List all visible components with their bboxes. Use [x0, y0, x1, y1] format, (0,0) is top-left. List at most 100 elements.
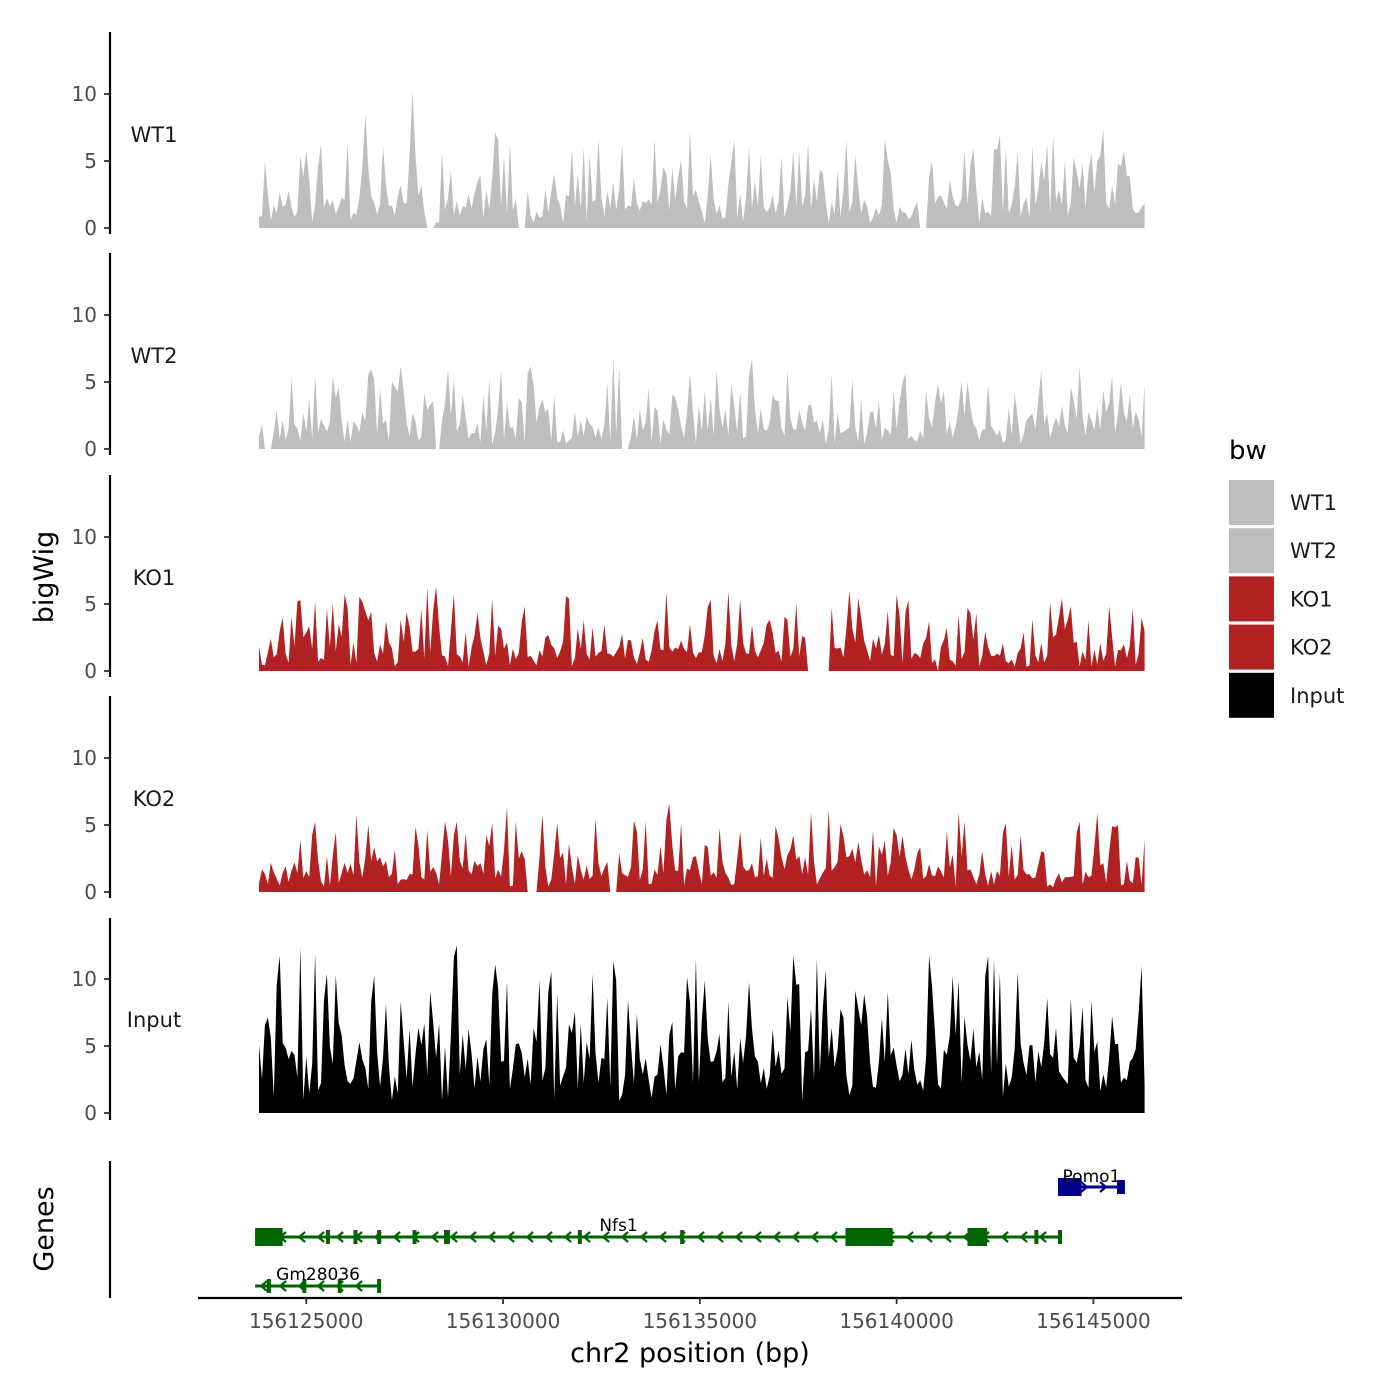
gene-exon — [266, 1279, 271, 1293]
signal-area-input — [259, 945, 1145, 1113]
strand-chevron — [1038, 1231, 1047, 1243]
strand-chevron — [1099, 1181, 1108, 1193]
x-axis-title: chr2 position (bp) — [570, 1338, 810, 1369]
legend-swatch — [1229, 624, 1274, 670]
legend: WT1 WT2 KO1 KO2 Input — [1229, 480, 1344, 718]
gene-exon — [1117, 1180, 1125, 1194]
y-tick-label: 5 — [84, 813, 97, 837]
y-axis-title-bigwig: bigWig — [29, 531, 60, 624]
strand-chevron — [544, 1231, 553, 1243]
gene-exon — [680, 1230, 685, 1244]
gene-exon — [444, 1230, 450, 1244]
signal-area-ko1 — [259, 586, 1145, 671]
gene-annotation-track: Pomo1 Nfs1 Gm28036 — [108, 1161, 1125, 1298]
legend-swatch — [1229, 672, 1274, 718]
strand-chevron — [696, 1231, 705, 1243]
y-tick-label: 0 — [84, 659, 97, 683]
gene-nfs1: Nfs1 — [255, 1216, 1062, 1246]
strand-chevron — [392, 1231, 401, 1243]
strand-chevron — [620, 1231, 629, 1243]
track-label-wt1: WT1 — [131, 123, 178, 147]
gene-exon — [255, 1228, 283, 1246]
legend-label: KO2 — [1290, 636, 1333, 660]
y-axis-title-genes: Genes — [29, 1186, 60, 1271]
y-tick-label: 5 — [84, 1034, 97, 1058]
gene-exon — [967, 1228, 988, 1246]
gene-exon — [1057, 1230, 1062, 1244]
gene-exon — [377, 1279, 382, 1293]
track-label-ko1: KO1 — [133, 566, 176, 590]
strand-chevron — [924, 1231, 933, 1243]
y-tick-label: 0 — [84, 880, 97, 904]
y-tick-label: 10 — [72, 303, 97, 327]
strand-chevron — [753, 1231, 762, 1243]
legend-label: WT2 — [1290, 539, 1337, 563]
gene-exon — [302, 1279, 307, 1293]
track-wt2: 0 5 10 WT2 — [72, 253, 1145, 461]
y-tick-label: 10 — [72, 525, 97, 549]
track-ko2: 0 5 10 KO2 — [72, 696, 1145, 904]
strand-chevron — [487, 1231, 496, 1243]
strand-chevron — [601, 1231, 610, 1243]
gene-gm28036: Gm28036 — [255, 1265, 382, 1293]
x-axis: 156125000 156130000 156135000 156140000 1561… — [198, 1296, 1182, 1333]
strand-chevron — [658, 1231, 667, 1243]
legend-swatch — [1229, 528, 1274, 574]
y-tick-label: 10 — [72, 967, 97, 991]
track-label-wt2: WT2 — [131, 344, 178, 368]
strand-chevron — [525, 1231, 534, 1243]
y-tick-label: 5 — [84, 592, 97, 616]
x-tick-label: 156145000 — [1036, 1309, 1151, 1333]
strand-chevron — [810, 1231, 819, 1243]
gene-exon — [577, 1230, 582, 1244]
legend-label: WT1 — [1290, 491, 1337, 515]
strand-chevron — [335, 1231, 344, 1243]
gene-pomo1: Pomo1 — [1057, 1167, 1125, 1196]
gene-exon — [377, 1230, 382, 1244]
gene-exon — [337, 1279, 342, 1293]
strand-chevron — [829, 1231, 838, 1243]
gene-label: Nfs1 — [599, 1216, 637, 1236]
y-tick-label: 0 — [84, 1101, 97, 1125]
strand-chevron — [1019, 1231, 1028, 1243]
y-tick-label: 0 — [84, 437, 97, 461]
y-tick-label: 10 — [72, 82, 97, 106]
gene-exon — [1034, 1230, 1039, 1244]
legend-swatch — [1229, 576, 1274, 622]
strand-chevron — [582, 1231, 591, 1243]
legend-label: Input — [1290, 684, 1344, 708]
x-tick-label: 156135000 — [643, 1309, 758, 1333]
gene-label: Pomo1 — [1063, 1167, 1121, 1187]
gene-exon — [353, 1230, 358, 1244]
strand-chevron — [259, 1280, 268, 1292]
strand-chevron — [639, 1231, 648, 1243]
signal-area-ko2 — [259, 803, 1145, 892]
x-tick-label: 156130000 — [446, 1309, 561, 1333]
strand-chevron — [1080, 1181, 1089, 1193]
signal-area-wt2 — [259, 358, 1145, 449]
track-input: 0 5 10 Input — [72, 918, 1145, 1125]
strand-chevron — [715, 1231, 724, 1243]
strand-chevron — [449, 1231, 458, 1243]
signal-area-wt1 — [259, 91, 1145, 228]
x-tick-label: 156125000 — [249, 1309, 364, 1333]
strand-chevron — [316, 1231, 325, 1243]
strand-chevron — [943, 1231, 952, 1243]
gene-exon — [1057, 1178, 1082, 1196]
legend-entry-ko2: KO2 — [1229, 624, 1333, 670]
strand-chevron — [1000, 1231, 1009, 1243]
track-label-input: Input — [127, 1008, 181, 1032]
strand-chevron — [791, 1231, 800, 1243]
track-wt1: 0 5 10 WT1 — [72, 32, 1145, 240]
track-ko1: 0 5 10 KO1 — [72, 475, 1145, 683]
strand-chevron — [506, 1231, 515, 1243]
track-label-ko2: KO2 — [133, 787, 176, 811]
strand-chevron — [772, 1231, 781, 1243]
strand-chevron — [468, 1231, 477, 1243]
strand-chevron — [297, 1231, 306, 1243]
legend-entry-ko1: KO1 — [1229, 576, 1333, 622]
strand-chevron — [354, 1280, 363, 1292]
y-tick-label: 5 — [84, 149, 97, 173]
strand-chevron — [278, 1280, 287, 1292]
